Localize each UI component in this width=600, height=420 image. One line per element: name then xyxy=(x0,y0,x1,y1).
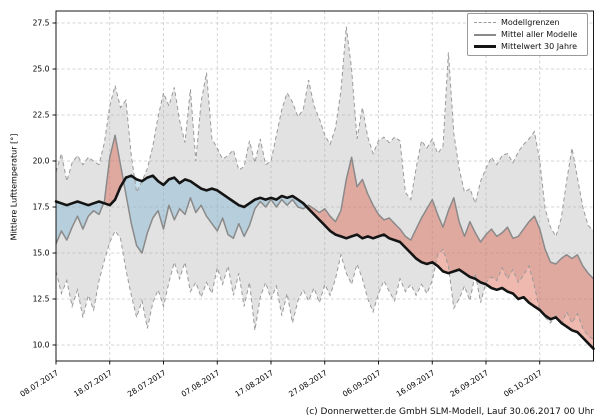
climate-mean-30y-line xyxy=(54,174,595,350)
svg-text:26.09.2017: 26.09.2017 xyxy=(448,368,490,399)
svg-text:07.08.2017: 07.08.2017 xyxy=(180,368,222,399)
legend-label-mittel-aller-modelle: Mittel aller Modelle xyxy=(501,30,578,39)
legend-item-modellgrenzen: Modellgrenzen xyxy=(474,18,581,27)
legend-item-mittelwert-30-jahre: Mittelwert 30 Jahre xyxy=(474,42,581,51)
legend-label-modellgrenzen: Modellgrenzen xyxy=(501,18,560,27)
legend: Modellgrenzen Mittel aller Modelle Mitte… xyxy=(467,13,588,56)
svg-text:10.0: 10.0 xyxy=(33,341,50,350)
svg-text:15.0: 15.0 xyxy=(33,249,50,258)
svg-text:28.07.2017: 28.07.2017 xyxy=(126,368,168,399)
legend-item-mittel-aller-modelle: Mittel aller Modelle xyxy=(474,30,581,39)
x-axis-ticks: 08.07.2017 18.07.2017 28.07.2017 07.08.2017… xyxy=(18,361,544,399)
upper-bound-line xyxy=(55,26,594,238)
y-axis-ticks: 10.0 12.5 15.0 17.5 20.0 22.5 25.0 27.5 xyxy=(33,19,56,350)
svg-text:17.08.2017: 17.08.2017 xyxy=(233,368,275,399)
svg-text:16.09.2017: 16.09.2017 xyxy=(395,368,437,399)
thick-black-line-icon xyxy=(474,45,496,48)
svg-text:18.07.2017: 18.07.2017 xyxy=(72,368,114,399)
svg-text:17.5: 17.5 xyxy=(33,203,50,212)
dashed-line-icon xyxy=(474,22,496,23)
warm-anomaly-fill xyxy=(103,135,594,349)
svg-text:20.0: 20.0 xyxy=(33,157,50,166)
svg-text:06.10.2017: 06.10.2017 xyxy=(502,368,544,399)
copyright-caption: (c) Donnerwetter.de GmbH SLM-Modell, Lau… xyxy=(305,407,594,417)
svg-text:08.07.2017: 08.07.2017 xyxy=(18,368,60,399)
svg-text:27.08.2017: 27.08.2017 xyxy=(287,368,329,399)
y-axis-label: Mittlere Lufttemperatur [°] xyxy=(9,133,19,241)
svg-text:25.0: 25.0 xyxy=(33,65,50,74)
svg-text:12.5: 12.5 xyxy=(33,295,50,304)
legend-label-mittelwert-30-jahre: Mittelwert 30 Jahre xyxy=(501,42,578,51)
solid-gray-line-icon xyxy=(474,33,496,36)
svg-text:27.5: 27.5 xyxy=(33,19,50,28)
svg-text:22.5: 22.5 xyxy=(33,111,50,120)
model-envelope-area xyxy=(56,26,594,340)
model-mean-line xyxy=(55,134,595,280)
svg-text:06.09.2017: 06.09.2017 xyxy=(341,368,383,399)
